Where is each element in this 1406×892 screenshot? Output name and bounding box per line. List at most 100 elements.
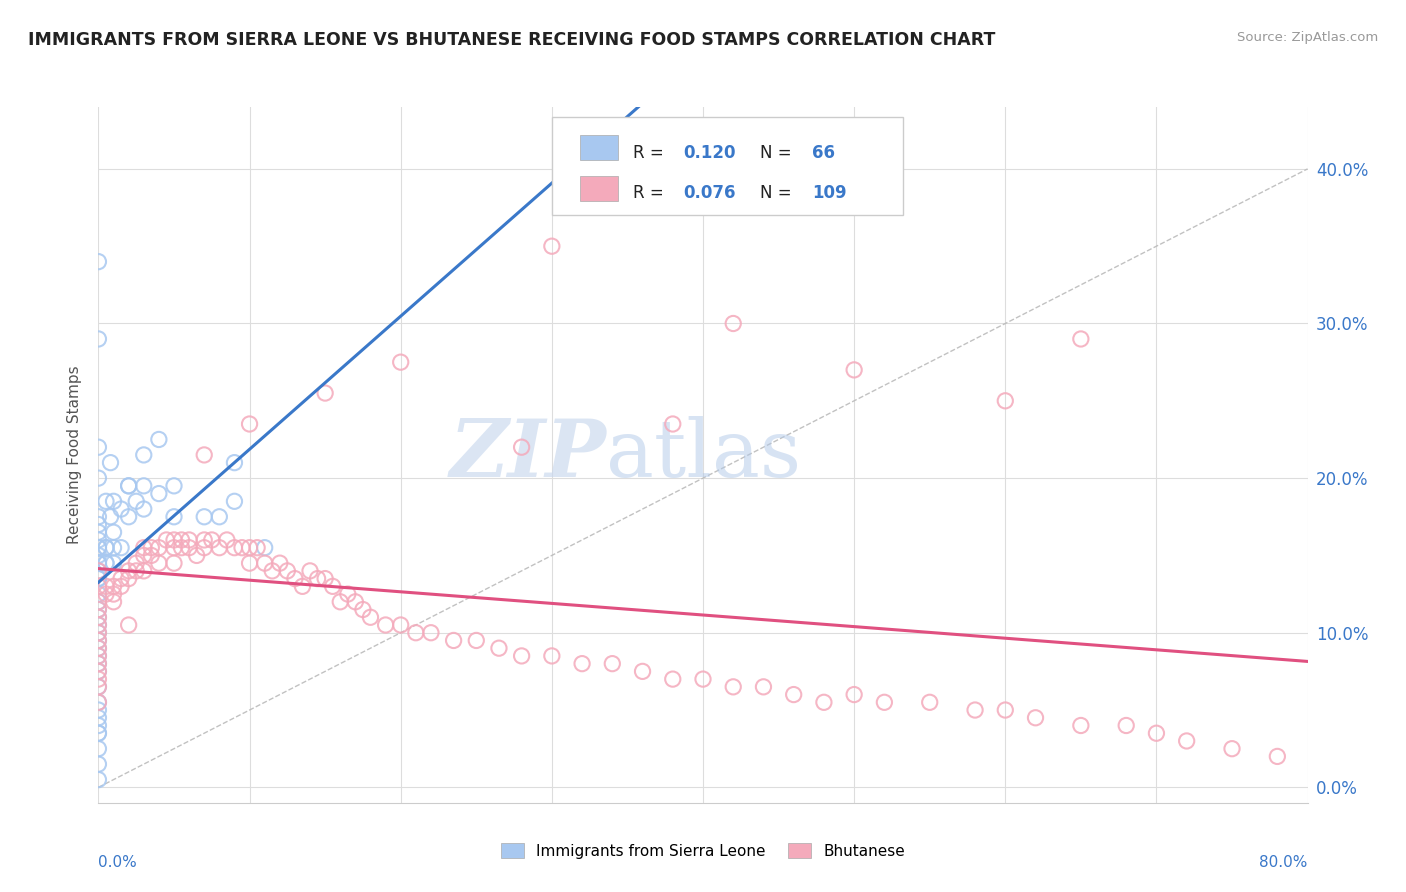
Point <box>110 579 132 593</box>
Point <box>87 564 110 578</box>
Point <box>87 633 110 648</box>
Point <box>118 564 141 578</box>
Point <box>186 549 208 563</box>
Point <box>783 688 806 702</box>
Point <box>571 657 593 671</box>
Point <box>87 533 110 547</box>
Point <box>132 502 155 516</box>
Point <box>87 254 110 268</box>
Point <box>631 665 654 679</box>
Point <box>193 541 215 555</box>
Point <box>87 556 110 570</box>
Point <box>269 556 291 570</box>
Point <box>94 556 117 570</box>
Bar <box>579 176 619 201</box>
Point <box>141 549 163 563</box>
Point <box>87 440 110 454</box>
Point <box>179 541 201 555</box>
Point <box>148 433 170 447</box>
Point <box>661 417 683 431</box>
Point <box>87 641 110 656</box>
Point <box>201 533 224 547</box>
Point <box>723 680 745 694</box>
Point <box>148 486 170 500</box>
Point <box>374 618 396 632</box>
Point <box>103 579 125 593</box>
Point <box>1220 741 1243 756</box>
Text: Source: ZipAtlas.com: Source: ZipAtlas.com <box>1237 31 1378 45</box>
Point <box>132 448 155 462</box>
Point <box>87 572 110 586</box>
Point <box>141 541 163 555</box>
Point <box>239 556 262 570</box>
Text: R =: R = <box>633 185 669 202</box>
Point <box>87 517 110 532</box>
Point <box>510 440 533 454</box>
Point <box>103 595 125 609</box>
Point <box>329 595 352 609</box>
Point <box>94 587 117 601</box>
Point <box>443 633 465 648</box>
Text: atlas: atlas <box>606 416 801 494</box>
Point <box>87 602 110 616</box>
Point <box>87 711 110 725</box>
Point <box>1267 749 1289 764</box>
Point <box>132 564 155 578</box>
Point <box>87 665 110 679</box>
Point <box>87 741 110 756</box>
Point <box>87 726 110 740</box>
Point <box>87 549 110 563</box>
Point <box>103 587 125 601</box>
Point <box>284 572 307 586</box>
Point <box>155 533 177 547</box>
Point <box>692 672 714 686</box>
Point <box>87 680 110 694</box>
Point <box>87 648 110 663</box>
Point <box>118 509 141 524</box>
Point <box>87 648 110 663</box>
Point <box>87 595 110 609</box>
Point <box>94 556 117 570</box>
Point <box>193 509 215 524</box>
Point <box>87 579 110 593</box>
Y-axis label: Receiving Food Stamps: Receiving Food Stamps <box>67 366 83 544</box>
Point <box>87 625 110 640</box>
Point <box>87 595 110 609</box>
Point <box>752 680 775 694</box>
Point <box>540 648 562 663</box>
Point <box>873 695 896 709</box>
Text: 80.0%: 80.0% <box>1260 855 1308 870</box>
Text: R =: R = <box>633 144 669 161</box>
Point <box>87 657 110 671</box>
Point <box>262 564 284 578</box>
Text: 66: 66 <box>811 144 835 161</box>
Point <box>87 587 110 601</box>
Point <box>110 541 132 555</box>
Point <box>389 618 412 632</box>
Point <box>389 355 412 369</box>
Point <box>87 471 110 485</box>
Point <box>170 541 193 555</box>
Bar <box>579 135 619 161</box>
Point <box>125 556 148 570</box>
Point <box>87 610 110 624</box>
Point <box>94 541 117 555</box>
Point <box>352 602 374 616</box>
Point <box>510 648 533 663</box>
Point <box>813 695 835 709</box>
Point <box>322 579 344 593</box>
Point <box>103 541 125 555</box>
Point <box>465 633 488 648</box>
Point <box>87 332 110 346</box>
Point <box>1175 734 1198 748</box>
Point <box>94 494 117 508</box>
Point <box>918 695 941 709</box>
Point <box>103 525 125 540</box>
Point <box>87 718 110 732</box>
Point <box>94 541 117 555</box>
Point <box>87 556 110 570</box>
Text: 109: 109 <box>811 185 846 202</box>
Point <box>224 494 246 508</box>
Point <box>87 680 110 694</box>
Point <box>87 525 110 540</box>
